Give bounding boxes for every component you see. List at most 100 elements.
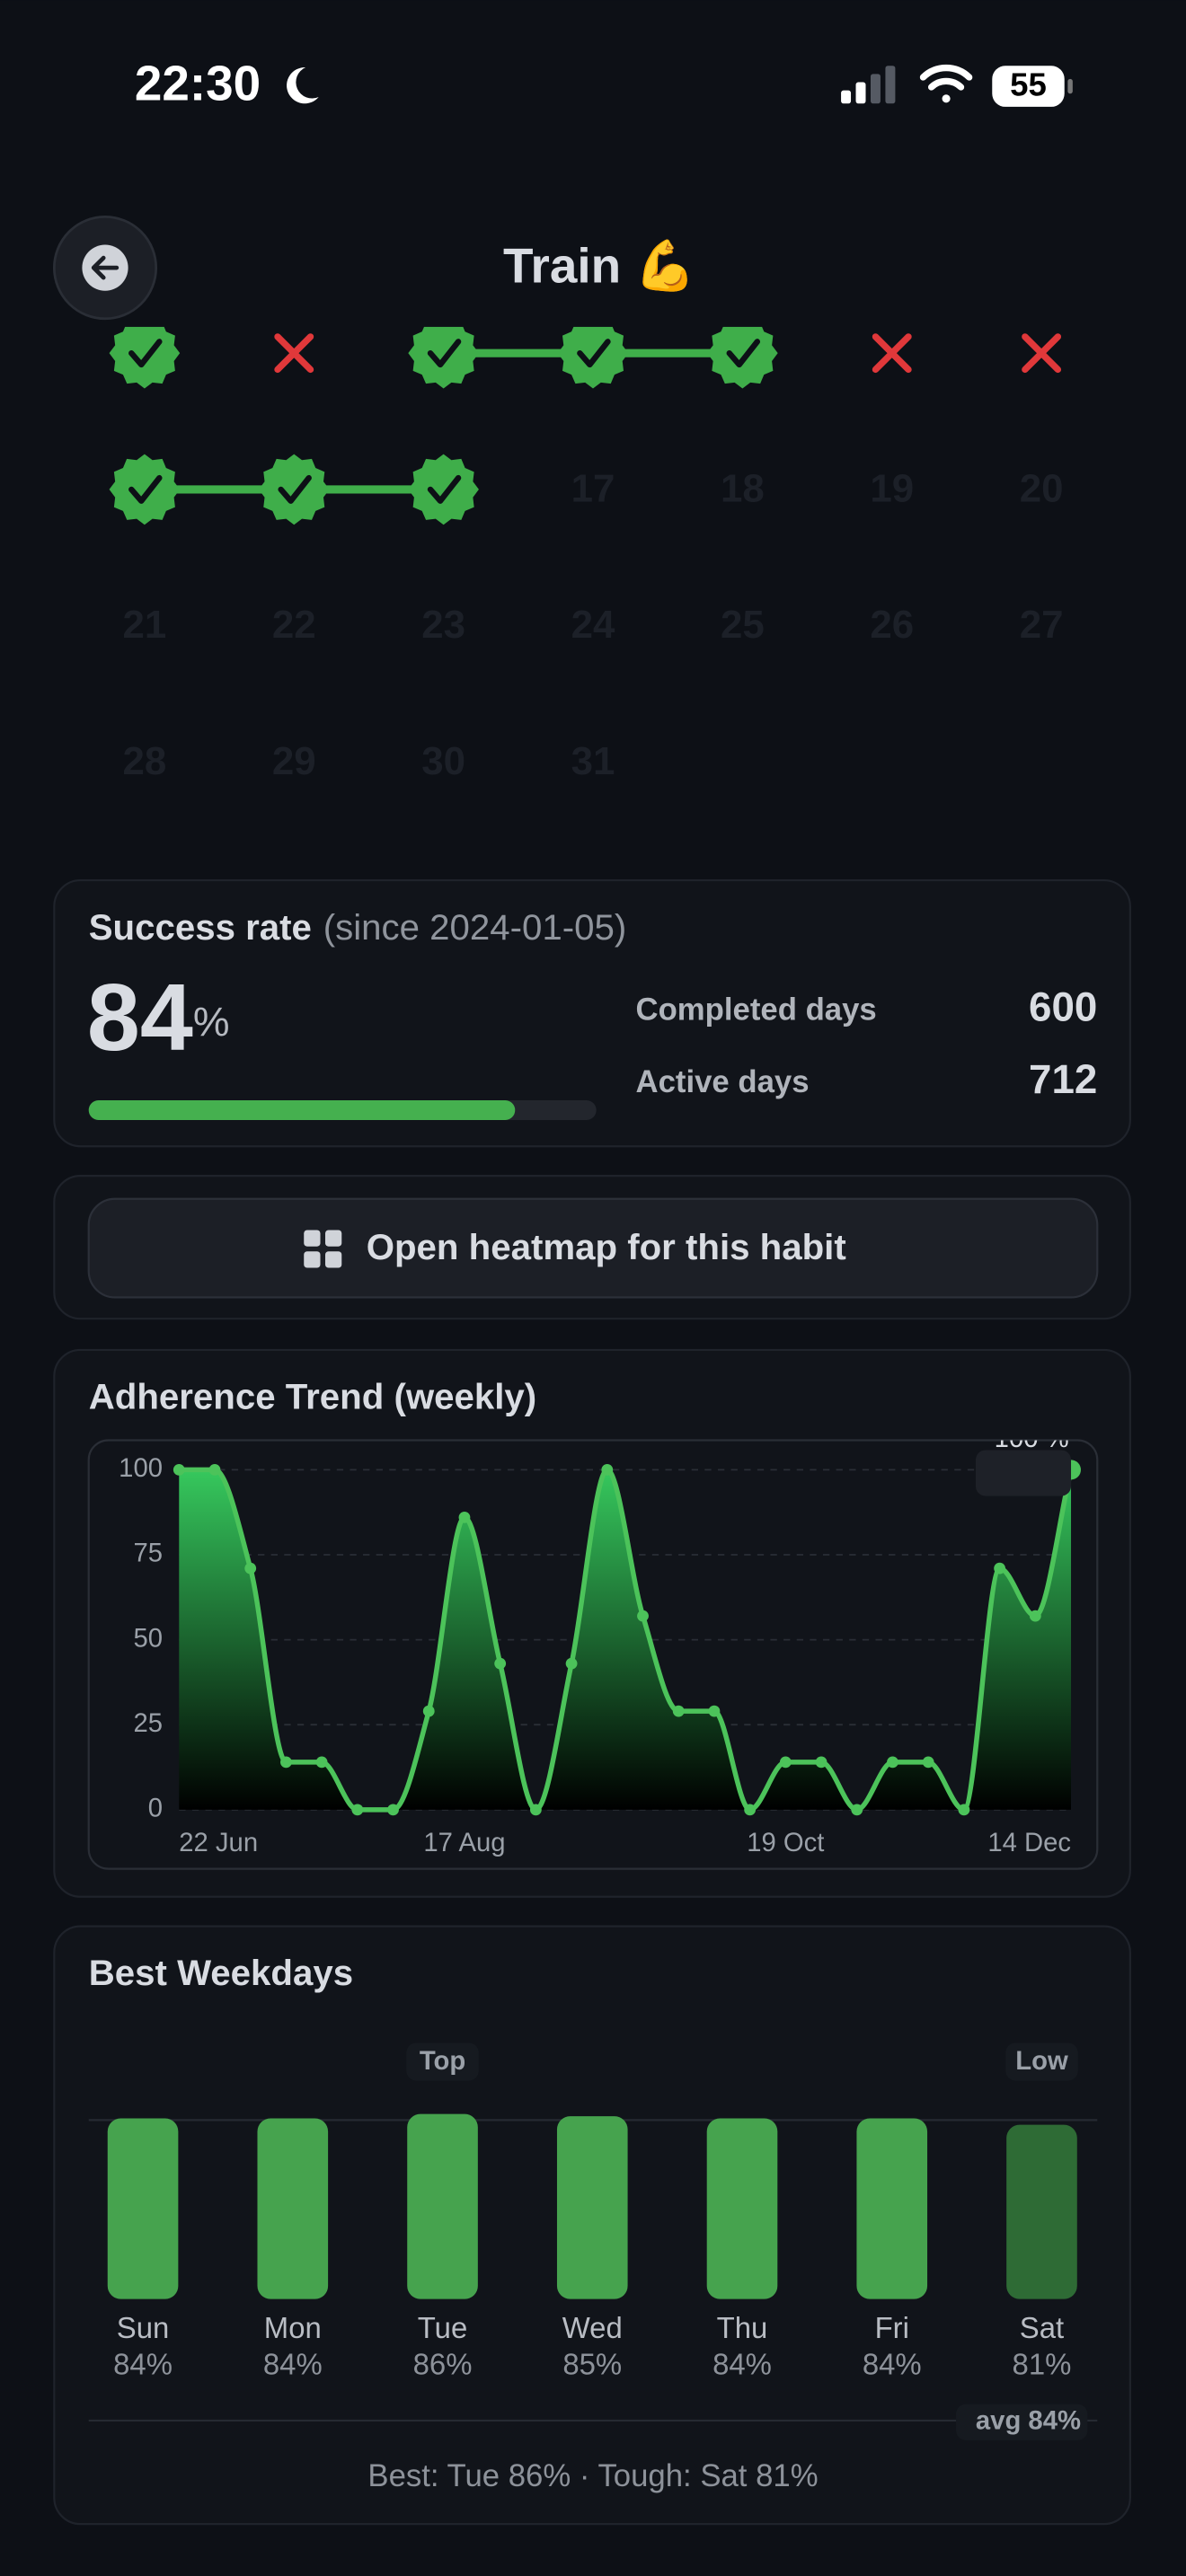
done-badge: [408, 317, 479, 389]
trend-point: [637, 1610, 649, 1622]
x-tick-label: 22 Jun: [179, 1829, 258, 1857]
weekday-label: Sun: [117, 2311, 170, 2344]
trend-title: Adherence Trend (weekly): [89, 1376, 536, 1416]
trend-point: [744, 1804, 757, 1816]
trend-point: [601, 1463, 614, 1476]
day-number: 23: [421, 603, 465, 647]
success-rate: 84%: [87, 965, 230, 1071]
weekday-value: 84%: [113, 2347, 173, 2380]
success-rate-unit: %: [193, 999, 230, 1045]
trend-point: [815, 1756, 828, 1769]
tooltip-text: 100 %: [995, 1425, 1069, 1453]
tooltip: 100 %: [975, 1425, 1072, 1496]
weekday-bar: [107, 2118, 179, 2299]
weekday-label: Thu: [717, 2311, 768, 2344]
trend-point: [779, 1756, 792, 1769]
day-number: 19: [870, 466, 914, 510]
success-since: (since 2024-01-05): [323, 907, 627, 948]
day-number: 28: [122, 739, 166, 783]
trend-point: [922, 1756, 934, 1769]
weekday-value: 86%: [413, 2347, 473, 2380]
check-mark: [577, 339, 611, 368]
done-badge: [557, 317, 629, 389]
weekday-bar: [556, 2116, 628, 2299]
battery: [992, 66, 1065, 107]
calendar: 17 18 19 20 21 22 23 24 25 26 27 28 29 30 31: [109, 317, 1064, 783]
weekday-value: 84%: [263, 2347, 323, 2380]
success-label: Success rate: [89, 907, 312, 948]
y-tick-label: 50: [133, 1624, 163, 1653]
weekday-label: Wed: [562, 2311, 623, 2344]
weekday-value: 81%: [1013, 2347, 1072, 2380]
clock: 22:30: [135, 55, 261, 110]
day-number: 25: [721, 603, 765, 647]
trend-point: [422, 1705, 435, 1717]
check-mark: [427, 339, 462, 368]
weekday-label: Tue: [418, 2311, 467, 2344]
missed-mark: [274, 333, 314, 374]
stat-label: Active days: [636, 1065, 810, 1099]
day-number: 26: [870, 603, 914, 647]
x-tick-label: 17 Aug: [423, 1829, 505, 1857]
done-badge: [707, 317, 778, 389]
day-number: 17: [571, 466, 615, 510]
done-badge: [408, 454, 479, 525]
check-mark: [427, 474, 462, 504]
weekday-badge-text: Top: [420, 2047, 465, 2076]
weekday-title: Best Weekdays: [89, 1953, 353, 1993]
weekday-label: Mon: [264, 2311, 322, 2344]
trend-point: [565, 1657, 578, 1670]
trend-point: [851, 1804, 863, 1816]
success-rate-value: 84: [87, 965, 193, 1071]
trend-point: [708, 1705, 721, 1717]
avg-label: avg 84%: [976, 2407, 1081, 2436]
check-mark: [726, 339, 761, 368]
header-background: [0, 0, 1186, 327]
stat-value: 600: [1029, 984, 1097, 1030]
weekday-bar: [856, 2118, 928, 2299]
signal-icon: [841, 66, 896, 104]
done-badge: [109, 454, 181, 525]
y-tick-label: 0: [148, 1795, 163, 1823]
trend-point: [315, 1756, 328, 1769]
day-number: 31: [571, 739, 615, 783]
trend-area: [179, 1469, 1072, 1810]
heatmap-button-label[interactable]: Open heatmap for this habit: [367, 1227, 846, 1267]
heatmap-button[interactable]: Open heatmap for this habit: [87, 1197, 1099, 1299]
success-heading: Success rate (since 2024-01-05): [89, 907, 627, 948]
trend-point: [958, 1804, 970, 1816]
weekday-badge-text: Low: [1015, 2047, 1068, 2076]
check-mark: [278, 474, 312, 504]
trend-chart: 0 25 50 75 100 22 Jun 17 Aug 19 Oct 14 Dec 100 %: [119, 1425, 1081, 1857]
battery-nub: [1067, 78, 1073, 94]
done-badge: [109, 317, 181, 389]
avg-badge: [956, 2404, 1088, 2440]
weekday-value: 84%: [712, 2347, 772, 2380]
trend-point: [387, 1804, 399, 1816]
trend-point: [244, 1562, 257, 1575]
weekday-value: 84%: [863, 2347, 922, 2380]
trend-point: [672, 1705, 685, 1717]
back-button[interactable]: [52, 216, 158, 321]
wifi-icon: [919, 64, 973, 103]
stat-label: Completed days: [636, 992, 877, 1027]
check-mark: [128, 339, 163, 368]
trend-point: [994, 1562, 1006, 1575]
weekday-badge: [406, 2042, 479, 2081]
day-number: 21: [122, 603, 166, 647]
trend-point: [351, 1804, 364, 1816]
trend-point: [529, 1804, 542, 1816]
weekday-badge: [1005, 2042, 1078, 2081]
day-number: 20: [1020, 466, 1064, 510]
weekday-chart: Sun84%Mon84%Tue86%Wed85%Thu84%Fri84%Sat8…: [107, 2042, 1078, 2380]
weekday-bar: [706, 2118, 778, 2299]
day-number: 27: [1020, 603, 1064, 647]
trend-frame: [87, 1439, 1099, 1870]
y-tick-label: 25: [133, 1709, 163, 1738]
day-number: 30: [421, 739, 465, 783]
missed-mark: [1022, 333, 1062, 374]
done-badge: [258, 454, 330, 525]
success-card: [53, 878, 1131, 1148]
